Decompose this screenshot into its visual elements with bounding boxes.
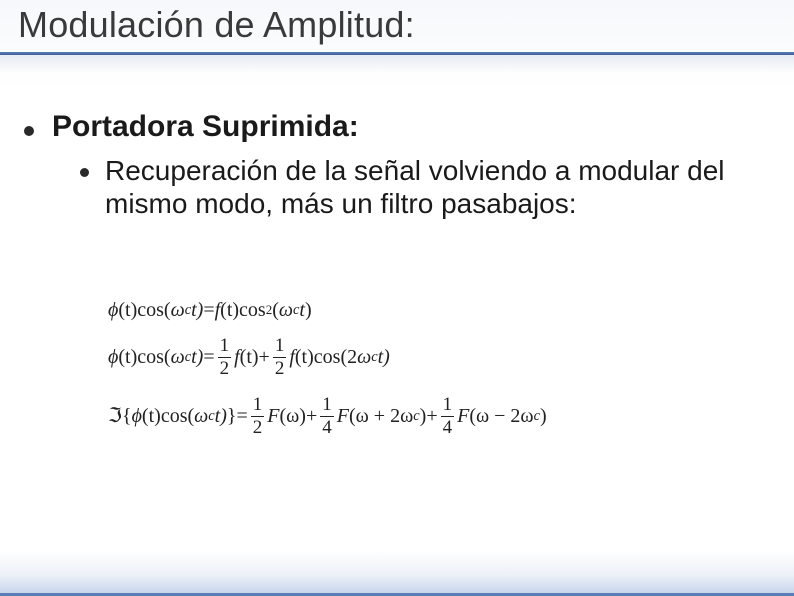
title-underline-shadow: [0, 55, 794, 73]
omega: ω: [357, 347, 371, 367]
f-arg: (t): [295, 347, 314, 367]
num: 1: [273, 336, 287, 356]
omega: ω: [171, 347, 185, 367]
equals: =: [203, 300, 214, 320]
equals: =: [203, 347, 214, 367]
t-close: t): [191, 300, 203, 320]
den: 2: [273, 359, 287, 379]
F: F: [267, 406, 279, 426]
phi: ϕ: [108, 300, 118, 320]
fraction-quarter: 1 4: [320, 395, 334, 438]
omega: ω: [279, 300, 293, 320]
fraction-half: 1 2: [273, 336, 287, 379]
close: ): [540, 406, 547, 426]
equations: ϕ(t) cos(ωct) = f(t) cos2(ωct) ϕ(t) cos(…: [108, 300, 547, 454]
lbrace: {: [122, 406, 132, 426]
open: (: [272, 300, 279, 320]
slide-body: Portadora Suprimida: Recuperación de la …: [24, 110, 764, 220]
omega: ω: [171, 300, 185, 320]
fraction-quarter: 1 4: [441, 395, 455, 438]
num: 1: [251, 395, 265, 415]
close: ): [420, 406, 427, 426]
arg-plus-2wc: (ω + 2ω: [349, 406, 413, 426]
fraction-half: 1 2: [218, 336, 232, 379]
fourier-icon: ℑ: [108, 406, 122, 426]
omega-arg: (ω): [279, 406, 305, 426]
equation-2: ϕ(t) cos(ωct) = 1 2 f(t) + 1 2 f(t) cos(…: [108, 336, 547, 379]
f-arg: (t): [240, 347, 259, 367]
cos: cos(: [137, 347, 170, 367]
close: ): [305, 300, 312, 320]
num: 1: [441, 395, 455, 415]
bullet-icon: [80, 168, 89, 177]
t-arg: (t): [118, 347, 137, 367]
F: F: [337, 406, 349, 426]
den: 4: [320, 418, 334, 438]
t-close: t): [191, 347, 203, 367]
heading-text: Portadora Suprimida:: [52, 110, 359, 144]
fraction-half: 1 2: [251, 395, 265, 438]
rbrace: }: [227, 406, 237, 426]
plus: +: [426, 406, 437, 426]
slide: Modulación de Amplitud: Portadora Suprim…: [0, 0, 794, 596]
plus: +: [306, 406, 317, 426]
two: 2: [347, 347, 357, 367]
cos: cos(: [137, 300, 170, 320]
den: 4: [441, 418, 455, 438]
slide-title: Modulación de Amplitud:: [18, 4, 415, 46]
phi: ϕ: [132, 406, 142, 426]
cos: cos(: [161, 406, 194, 426]
list-item: Portadora Suprimida:: [24, 110, 764, 144]
t-close: t): [215, 406, 227, 426]
equation-1: ϕ(t) cos(ωct) = f(t) cos2(ωct): [108, 300, 547, 320]
list-item: Recuperación de la señal volviendo a mod…: [80, 154, 764, 220]
phi: ϕ: [108, 347, 118, 367]
F: F: [457, 406, 469, 426]
t-arg: (t): [118, 300, 137, 320]
t-arg: (t): [142, 406, 161, 426]
f-arg: (t): [220, 300, 239, 320]
den: 2: [218, 359, 232, 379]
t-close: t): [378, 347, 390, 367]
footer-glow: [0, 550, 794, 596]
cos2: cos: [239, 300, 266, 320]
subpoint-text: Recuperación de la señal volviendo a mod…: [105, 154, 764, 220]
bullet-icon: [24, 126, 34, 136]
omega: ω: [194, 406, 208, 426]
den: 2: [251, 418, 265, 438]
equals: =: [236, 406, 247, 426]
cos: cos(: [314, 347, 347, 367]
equation-3: ℑ{ϕ(t)cos(ωct)} = 1 2 F(ω) + 1 4 F(ω + 2…: [108, 395, 547, 438]
num: 1: [218, 336, 232, 356]
num: 1: [320, 395, 334, 415]
plus: +: [259, 347, 270, 367]
arg-minus-2wc: (ω − 2ω: [469, 406, 533, 426]
